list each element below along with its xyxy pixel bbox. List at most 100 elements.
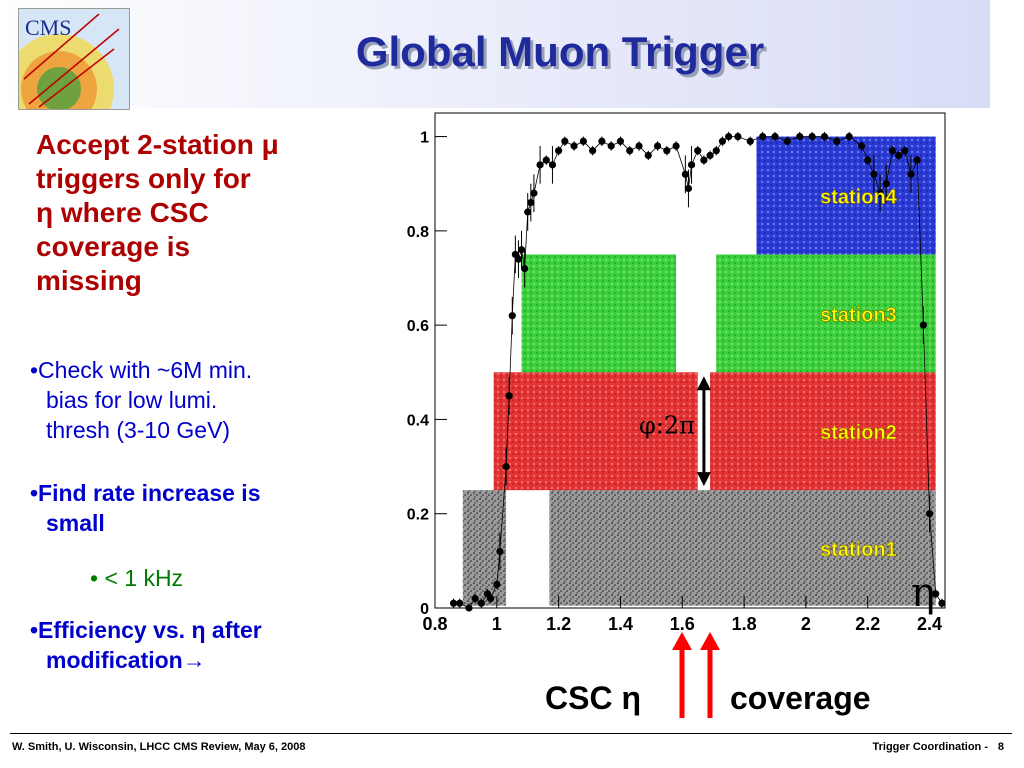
station-bands <box>462 136 936 606</box>
main-bullet: Accept 2-station μ triggers only for η w… <box>30 128 279 298</box>
page-title: Global Muon Trigger <box>355 28 765 75</box>
sub-bullet-check: •Check with ~6M min. bias for low lumi. … <box>30 355 385 445</box>
efficiency-point <box>471 594 479 603</box>
efficiency-point <box>734 132 742 141</box>
efficiency-point <box>561 137 569 145</box>
y-tick-label: 0 <box>420 601 429 618</box>
sub-bullet-rate-line-2: small <box>46 510 105 536</box>
efficiency-point <box>663 147 671 155</box>
x-tick-label: 2.4 <box>917 614 942 634</box>
efficiency-point <box>496 547 504 556</box>
efficiency-point <box>700 156 708 164</box>
phi-annotation: φ:2π <box>639 412 695 440</box>
x-tick-label: 0.8 <box>422 614 447 634</box>
efficiency-chart: 0.8 1 1.2 1.4 1.6 1.8 2 2.2 2.4 0 0.2 0.4 0.6 0.8 1 s… <box>407 112 946 634</box>
footer-divider <box>10 733 1012 734</box>
efficiency-point <box>746 137 754 145</box>
main-bullet-line-4: coverage is <box>36 231 191 262</box>
efficiency-point <box>808 132 816 141</box>
efficiency-point <box>527 198 535 207</box>
sub-bullet-efficiency: •Efficiency vs. η after modification→ <box>30 615 385 675</box>
efficiency-connector <box>675 145 686 175</box>
efficiency-point <box>644 151 652 160</box>
efficiency-point <box>508 312 516 320</box>
phi-arrow-head-bottom <box>696 472 711 487</box>
efficiency-connector <box>904 150 912 175</box>
efficiency-point <box>725 132 733 141</box>
efficiency-point <box>820 132 829 141</box>
efficiency-point <box>530 189 538 197</box>
efficiency-point <box>570 142 578 150</box>
efficiency-point <box>718 137 727 145</box>
station3-band-1 <box>521 254 677 373</box>
efficiency-connector <box>916 160 924 326</box>
efficiency-point <box>598 137 606 145</box>
y-tick-labels: 0 0.2 0.4 0.6 0.8 1 <box>407 130 429 618</box>
logo-text: CMS <box>25 15 72 40</box>
efficiency-point <box>870 170 878 178</box>
efficiency-connector <box>508 315 513 396</box>
y-tick-label: 0.4 <box>407 412 429 429</box>
csc-eta-label: CSC η <box>545 680 641 716</box>
efficiency-connector <box>533 164 541 194</box>
efficiency-point <box>555 147 563 155</box>
efficiency-point <box>524 208 532 216</box>
x-tick-label: 1.2 <box>546 614 571 634</box>
footer-section: Trigger Coordination - <box>872 741 989 753</box>
sub-bullet-efficiency-line-2: modification→ <box>46 647 206 673</box>
efficiency-point <box>517 246 526 254</box>
efficiency-connector <box>511 254 516 316</box>
efficiency-point <box>477 599 485 607</box>
efficiency-points <box>449 131 946 612</box>
cms-logo: CMS <box>18 8 130 110</box>
efficiency-point <box>833 137 841 145</box>
eta-axis-symbol: η <box>911 570 935 616</box>
footer-author: W. Smith, U. Wisconsin, LHCC CMS Review,… <box>12 741 306 753</box>
plot-frame <box>434 112 946 609</box>
efficiency-connector <box>524 211 529 269</box>
y-tick-label: 0.6 <box>407 318 429 335</box>
efficiency-point <box>771 132 779 141</box>
csc-boundary-arrows <box>672 632 720 718</box>
efficiency-point <box>888 147 897 155</box>
efficiency-connector <box>922 325 930 514</box>
efficiency-point <box>759 132 767 141</box>
efficiency-point <box>548 161 557 169</box>
efficiency-connector <box>496 551 501 585</box>
efficiency-point <box>919 321 927 329</box>
y-tick-label: 0.2 <box>407 507 429 524</box>
x-tick-label: 1.6 <box>670 614 695 634</box>
efficiency-point <box>913 156 921 164</box>
efficiency-connector <box>688 164 692 189</box>
efficiency-connector <box>499 466 507 552</box>
x-tick-label: 1 <box>492 614 502 634</box>
sub-sub-bullet-rate: • < 1 kHz <box>90 565 184 591</box>
cms-logo-graphic <box>19 13 120 109</box>
efficiency-point <box>542 156 550 164</box>
y-tick-label: 1 <box>420 130 429 147</box>
coverage-label: coverage <box>730 680 871 716</box>
x-tick-labels: 0.8 1 1.2 1.4 1.6 1.8 2 2.2 2.4 <box>422 614 942 634</box>
sub-bullet-check-line-1: •Check with ~6M min. <box>30 357 253 383</box>
phi-arrow-head-top <box>696 376 711 391</box>
main-bullet-line-5: missing <box>36 265 142 296</box>
efficiency-point <box>505 392 513 400</box>
x-tick-label: 2 <box>801 614 811 634</box>
sub-bullet-check-line-2: bias for low lumi. <box>46 387 218 413</box>
efficiency-connector <box>929 513 937 594</box>
efficiency-point <box>864 156 872 164</box>
efficiency-point <box>616 137 625 145</box>
station1-label: station1 <box>820 539 897 561</box>
efficiency-point <box>857 142 866 150</box>
efficiency-point <box>536 161 544 169</box>
efficiency-point <box>796 132 804 141</box>
efficiency-point <box>626 147 634 155</box>
csc-arrow-left-head <box>672 632 692 650</box>
y-tick-label: 0.8 <box>407 224 429 241</box>
efficiency-connector <box>505 395 510 467</box>
efficiency-point <box>681 170 689 178</box>
sub-bullet-check-line-3: thresh (3-10 GeV) <box>46 417 231 443</box>
efficiency-point <box>514 255 523 263</box>
efficiency-point <box>907 170 915 178</box>
efficiency-point <box>487 594 495 603</box>
